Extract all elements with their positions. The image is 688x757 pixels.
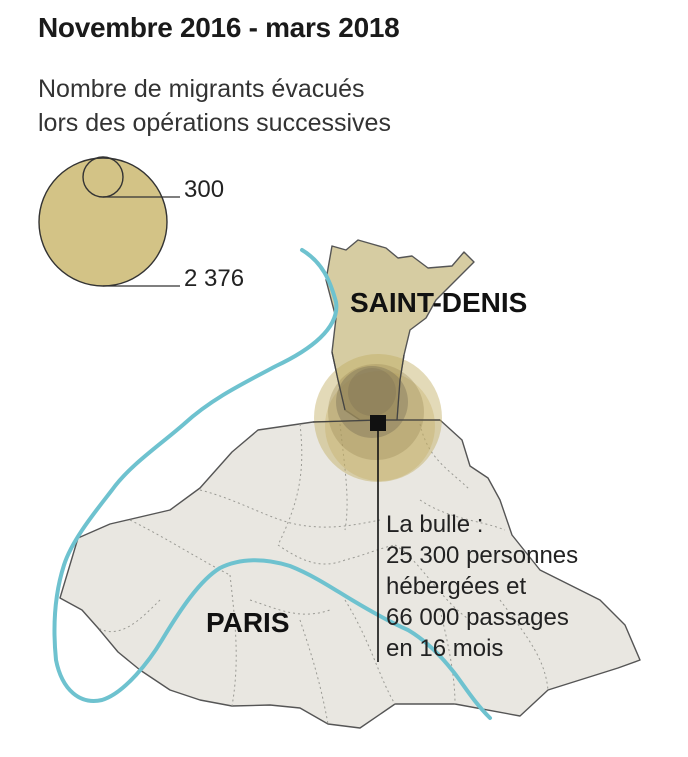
legend-circle-large [38,157,168,287]
seine-river [52,248,492,720]
legend-large-value: 2 376 [184,265,244,292]
evacuation-circle [348,368,396,416]
annotation-line-5: en 16 mois [386,635,503,662]
size-legend: 300 2 376 [38,156,244,292]
annotation-line-4: 66 000 passages [386,604,569,631]
annotation-line-1: La bulle : [386,511,483,538]
legend-title: Nombre de migrants évacués lors des opér… [38,72,391,140]
saint-denis-label: SAINT-DENIS [350,287,527,318]
legend-small-value: 300 [184,176,224,203]
la-bulle-annotation: La bulle : 25 300 personnes hébergées et… [386,511,578,662]
legend-title-line-2: lors des opérations successives [38,109,391,137]
arrondissement-boundaries [97,423,549,725]
paris-area [59,419,641,729]
la-bulle-marker [370,415,386,431]
annotation-line-2: 25 300 personnes [386,542,578,569]
annotation-line-3: hébergées et [386,573,526,600]
page-title: Novembre 2016 - mars 2018 [38,12,400,43]
paris-label: PARIS [206,607,290,638]
legend-title-line-1: Nombre de migrants évacués [38,75,365,103]
